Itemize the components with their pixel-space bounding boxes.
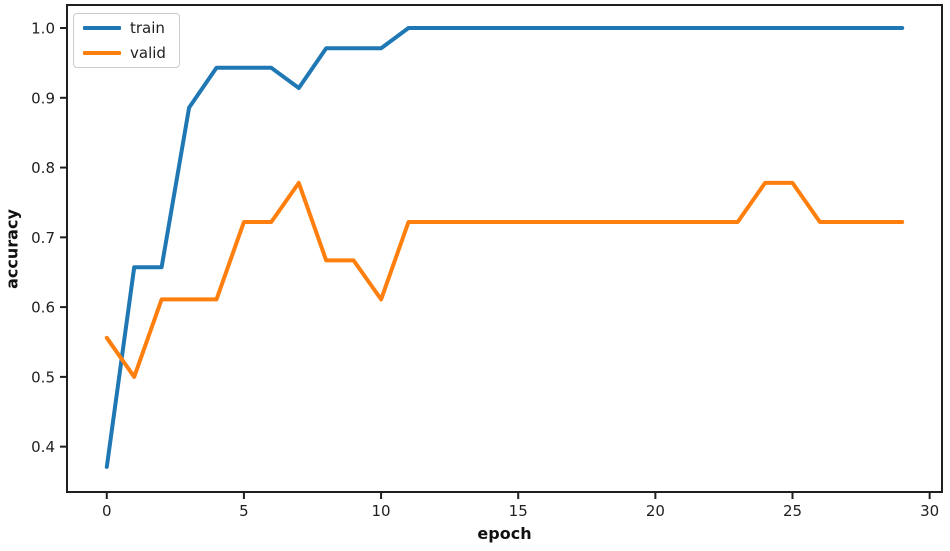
- train-line-swatch: [83, 26, 121, 31]
- legend-entry-train: train: [83, 20, 166, 36]
- y-tick-label: 0.8: [31, 159, 55, 177]
- x-tick-label: 20: [646, 502, 665, 520]
- y-tick-label: 0.5: [31, 368, 55, 386]
- y-tick-label: 0.4: [31, 438, 55, 456]
- x-tick-label: 0: [102, 502, 112, 520]
- train-line: [104, 26, 905, 469]
- y-axis-label: accuracy: [2, 209, 22, 289]
- axes-spines: [66, 4, 943, 493]
- y-tick-label: 1.0: [31, 20, 55, 38]
- x-tick-label: 25: [783, 502, 802, 520]
- valid-line-swatch: [83, 50, 121, 55]
- legend-label-train: train: [130, 19, 165, 38]
- valid-line: [104, 180, 905, 379]
- x-tick-label: 5: [239, 502, 249, 520]
- legend-label-valid: valid: [130, 43, 166, 62]
- y-tick-label: 0.9: [31, 89, 55, 107]
- x-axis-label: epoch: [477, 524, 532, 543]
- legend-entry-valid: valid: [83, 45, 166, 61]
- x-tick-label: 10: [372, 502, 391, 520]
- y-tick-label: 0.6: [31, 299, 55, 317]
- y-tick-label: 0.7: [31, 229, 55, 247]
- legend: train valid: [73, 13, 180, 68]
- x-tick-label: 30: [920, 502, 939, 520]
- x-tick-label: 15: [509, 502, 528, 520]
